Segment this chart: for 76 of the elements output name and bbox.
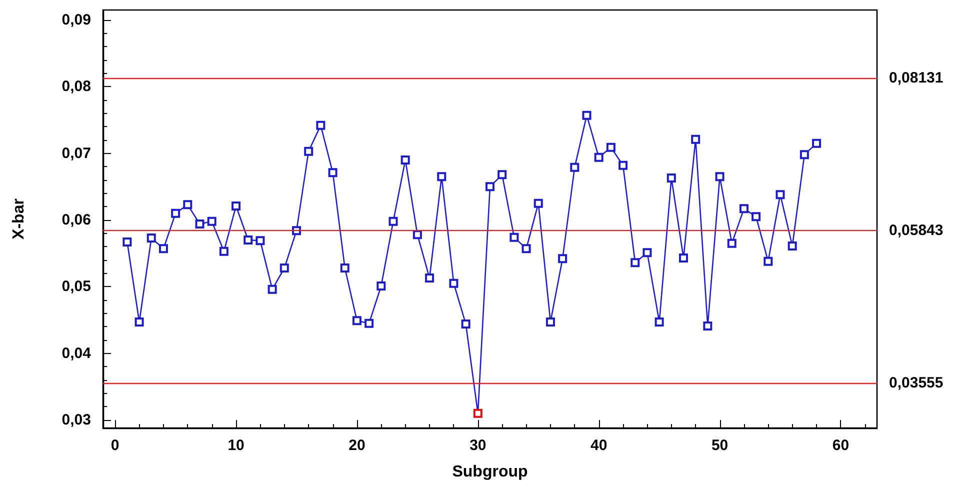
point <box>232 202 241 210</box>
point <box>449 278 458 288</box>
point <box>703 322 712 330</box>
y-axis-title: X-bar <box>10 198 28 240</box>
point <box>764 256 773 266</box>
point <box>437 172 446 182</box>
point <box>666 174 676 182</box>
point <box>606 142 616 152</box>
point <box>776 190 785 200</box>
ref-line-label: 0,08131 <box>889 69 944 86</box>
point <box>183 200 192 210</box>
point <box>328 168 338 178</box>
point <box>171 208 180 218</box>
y-tick-label: 0,03 <box>62 412 91 428</box>
point <box>522 244 531 254</box>
x-tick-label: 50 <box>711 437 728 454</box>
point <box>134 318 144 326</box>
point <box>122 238 132 246</box>
point <box>812 138 822 148</box>
point <box>558 254 568 264</box>
point <box>800 150 809 160</box>
point <box>582 110 592 120</box>
point <box>316 120 326 130</box>
point <box>570 162 580 172</box>
point <box>727 238 736 248</box>
y-tick-label: 0,09 <box>62 12 91 28</box>
point <box>376 282 386 290</box>
point <box>400 156 410 164</box>
point <box>630 258 640 268</box>
point <box>256 236 265 246</box>
point <box>388 216 398 226</box>
x-tick-label: 40 <box>590 437 608 454</box>
point <box>304 146 314 156</box>
x-tick-label: 10 <box>228 437 244 454</box>
x-axis-title: Subgroup <box>452 464 528 480</box>
x-tick-label: 30 <box>470 437 486 454</box>
y-tick-label: 0,06 <box>62 212 91 228</box>
point <box>340 264 350 272</box>
point <box>146 234 156 242</box>
point <box>752 212 761 222</box>
point <box>788 242 797 250</box>
y-tick-label: 0,08 <box>62 78 91 96</box>
x-tick-label: 0 <box>110 437 120 454</box>
point <box>691 134 700 144</box>
x-tick-label: 20 <box>348 437 366 454</box>
point <box>534 198 543 208</box>
point <box>195 220 204 228</box>
point <box>618 160 628 170</box>
x-tick-label: 60 <box>832 437 850 454</box>
point <box>510 232 519 242</box>
point <box>715 172 724 182</box>
point <box>461 320 470 328</box>
point <box>546 318 555 326</box>
point <box>158 244 168 254</box>
point <box>473 408 482 418</box>
point <box>642 248 652 258</box>
point <box>268 284 277 294</box>
point <box>207 216 216 226</box>
point <box>739 204 748 214</box>
point <box>244 236 253 244</box>
ref-line-label: 0,05843 <box>889 222 944 239</box>
ref-line-label: 0,03555 <box>889 374 944 392</box>
point <box>594 152 604 162</box>
point <box>486 182 494 192</box>
y-tick-label: 0,05 <box>62 278 91 296</box>
point <box>679 254 688 262</box>
point <box>364 318 374 328</box>
point <box>654 318 664 326</box>
y-tick-label: 0,04 <box>62 344 92 362</box>
point <box>352 316 362 326</box>
point <box>280 264 289 272</box>
point <box>425 274 434 282</box>
y-tick-label: 0,07 <box>62 144 91 162</box>
point <box>412 230 422 240</box>
point <box>498 170 507 180</box>
point <box>219 246 228 256</box>
